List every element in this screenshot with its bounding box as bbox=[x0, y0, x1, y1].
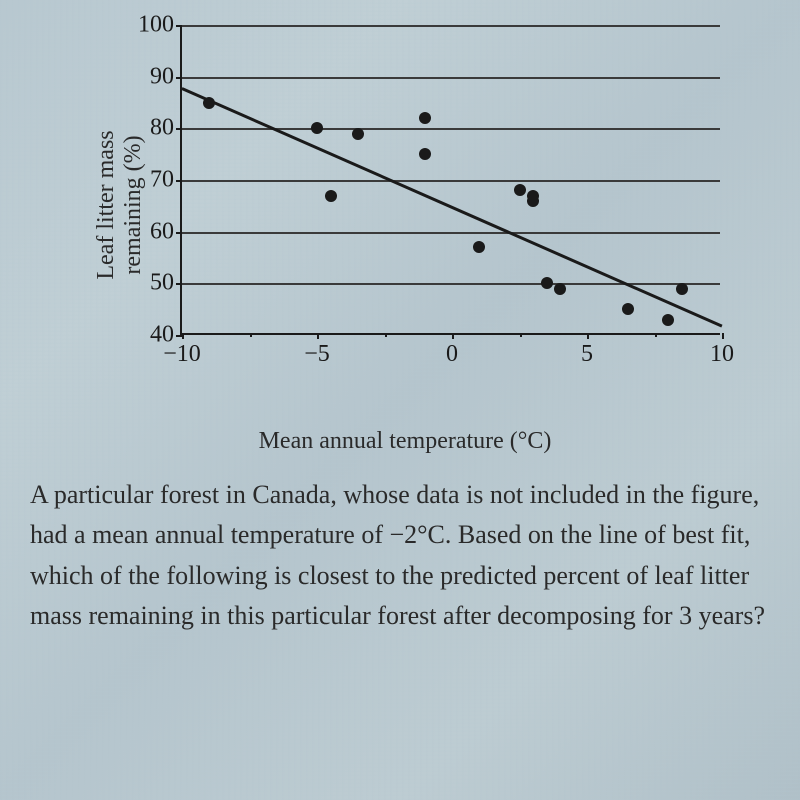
y-tick-label: 60 bbox=[150, 218, 174, 245]
x-minor-tick-mark bbox=[250, 333, 252, 337]
data-point bbox=[514, 184, 526, 196]
x-tick-mark bbox=[317, 333, 319, 339]
data-point bbox=[541, 277, 553, 289]
best-fit-line bbox=[181, 87, 722, 327]
y-tick-mark bbox=[176, 180, 182, 182]
y-tick-mark bbox=[176, 25, 182, 27]
x-minor-tick-mark bbox=[655, 333, 657, 337]
gridline bbox=[182, 232, 720, 234]
gridline bbox=[182, 25, 720, 27]
x-tick-label: 0 bbox=[446, 341, 458, 368]
plot-area: 405060708090100−10−50510 bbox=[180, 25, 720, 335]
data-point bbox=[676, 283, 688, 295]
chart-container: Leaf litter mass remaining (%) 405060708… bbox=[70, 15, 740, 395]
data-point bbox=[352, 128, 364, 140]
question-text: A particular forest in Canada, whose dat… bbox=[30, 475, 770, 636]
data-point bbox=[662, 314, 674, 326]
y-tick-label: 100 bbox=[138, 12, 174, 39]
y-tick-mark bbox=[176, 128, 182, 130]
y-tick-mark bbox=[176, 232, 182, 234]
data-point bbox=[473, 241, 485, 253]
gridline bbox=[182, 128, 720, 130]
data-point bbox=[554, 283, 566, 295]
y-tick-label: 70 bbox=[150, 167, 174, 194]
y-tick-mark bbox=[176, 283, 182, 285]
x-minor-tick-mark bbox=[385, 333, 387, 337]
x-tick-label: −10 bbox=[163, 341, 201, 368]
x-minor-tick-mark bbox=[520, 333, 522, 337]
x-tick-mark bbox=[587, 333, 589, 339]
data-point bbox=[311, 122, 323, 134]
data-point bbox=[622, 303, 634, 315]
data-point bbox=[325, 190, 337, 202]
x-tick-label: −5 bbox=[304, 341, 330, 368]
y-tick-label: 50 bbox=[150, 270, 174, 297]
x-tick-mark bbox=[452, 333, 454, 339]
gridline bbox=[182, 283, 720, 285]
gridline bbox=[182, 180, 720, 182]
y-axis-label: Leaf litter mass remaining (%) bbox=[93, 105, 147, 305]
x-axis-label: Mean annual temperature (°C) bbox=[259, 428, 552, 455]
y-axis-label-line1: Leaf litter mass bbox=[93, 130, 119, 279]
x-tick-label: 5 bbox=[581, 341, 593, 368]
x-tick-mark bbox=[722, 333, 724, 339]
data-point bbox=[419, 112, 431, 124]
data-point bbox=[203, 97, 215, 109]
x-tick-label: 10 bbox=[710, 341, 734, 368]
y-tick-label: 90 bbox=[150, 63, 174, 90]
data-point bbox=[527, 195, 539, 207]
x-tick-mark bbox=[182, 333, 184, 339]
y-axis-label-line2: remaining (%) bbox=[120, 135, 146, 274]
y-tick-mark bbox=[176, 77, 182, 79]
data-point bbox=[419, 148, 431, 160]
gridline bbox=[182, 77, 720, 79]
y-tick-label: 80 bbox=[150, 115, 174, 142]
